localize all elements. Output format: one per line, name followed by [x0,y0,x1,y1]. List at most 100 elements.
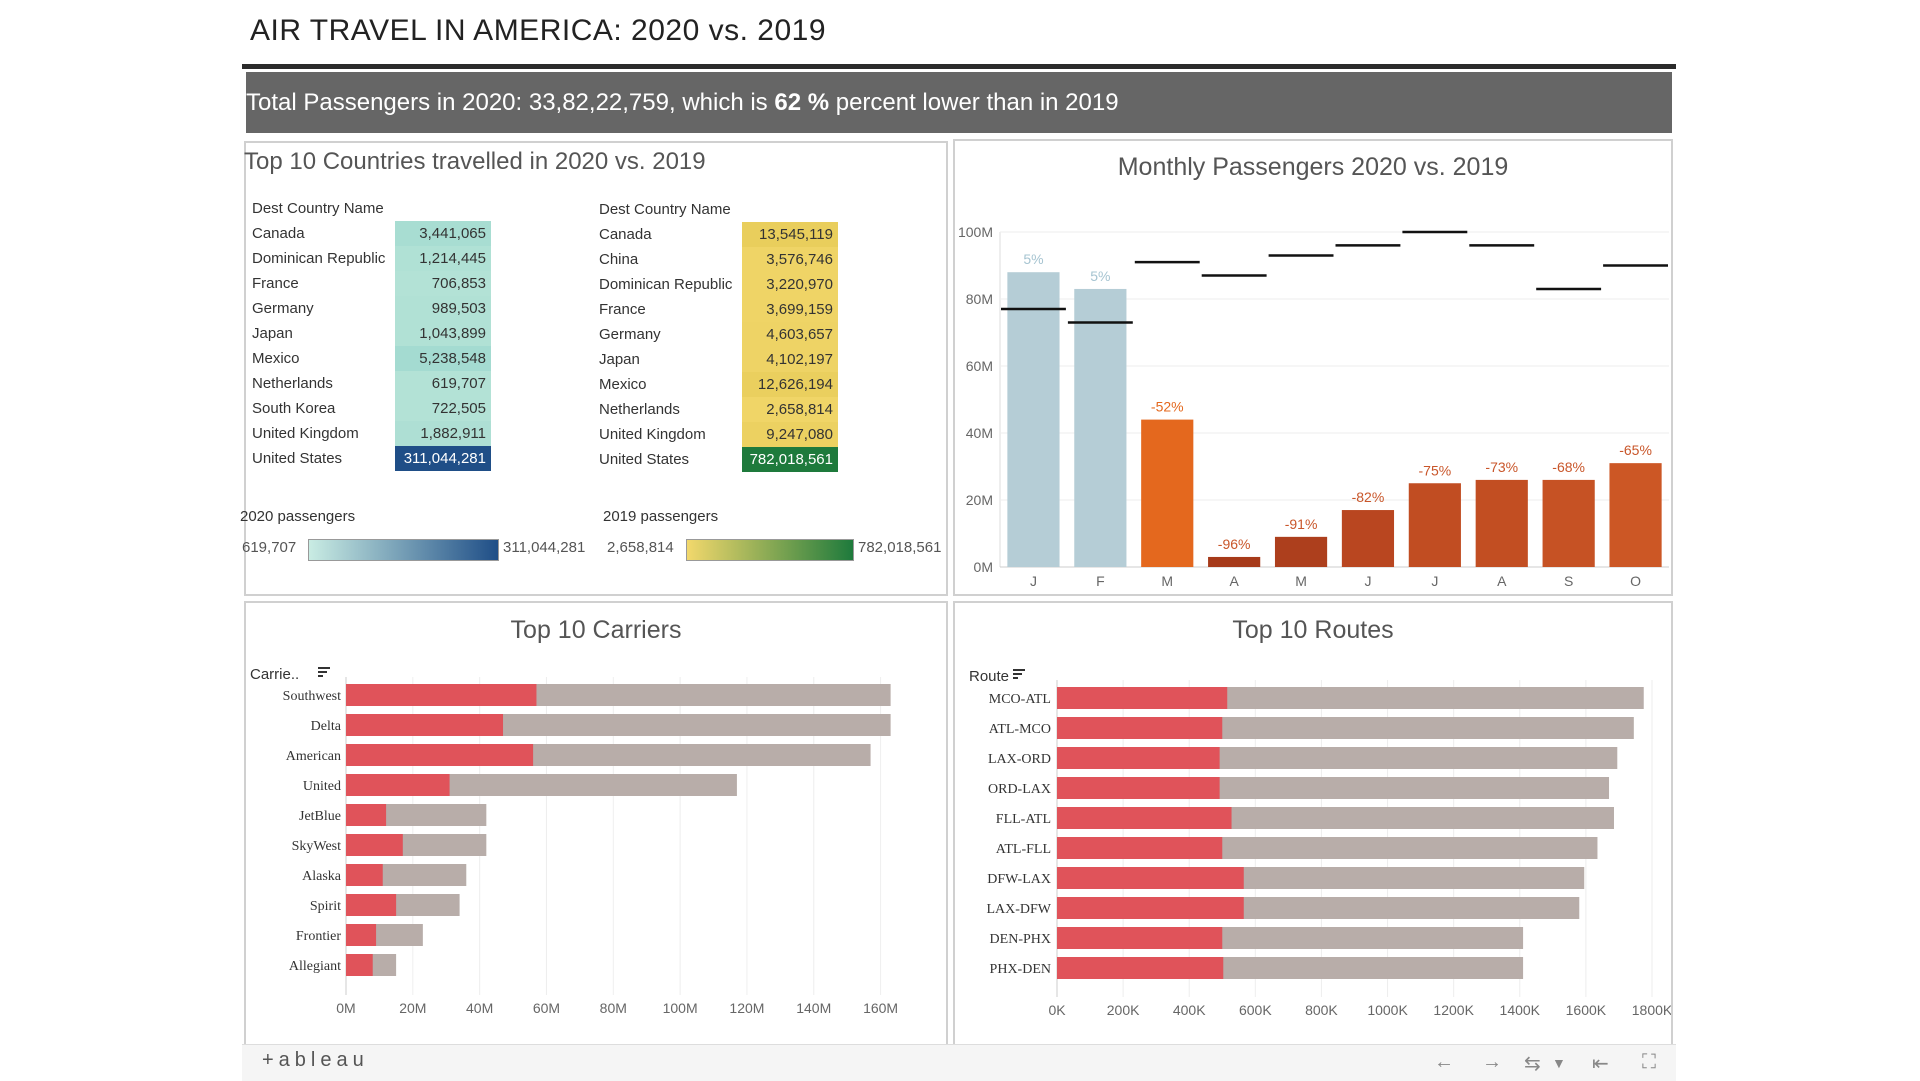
table-2019-row[interactable]: Dominican Republic 3,220,970 [595,272,838,297]
monthly-y-tick: 40M [966,425,993,441]
monthly-x-tick: J [1030,573,1037,589]
carriers-category-label: JetBlue [299,809,341,824]
table-2020-row[interactable]: Dominican Republic 1,214,445 [248,246,491,271]
routes-bar-2020 [1057,897,1244,919]
banner-suffix: percent lower than in 2019 [829,89,1119,116]
table-2019-row[interactable]: Netherlands 2,658,814 [595,397,838,422]
carriers-bar-2020 [346,924,377,946]
fullscreen-icon[interactable]: ⛶ [1642,1051,1656,1073]
carriers-bar-2020 [346,864,383,886]
carriers-category-label: SkyWest [292,839,342,854]
table-2020-passenger-value: 3,441,065 [395,221,491,246]
carriers-category-label: Frontier [296,929,341,944]
table-2020-row[interactable]: France 706,853 [248,271,491,296]
table-2019-country-name: United States [599,451,690,468]
table-2019-country-name: Dominican Republic [599,276,733,293]
table-2019-row[interactable]: France 3,699,159 [595,297,838,322]
table-2020-row[interactable]: Japan 1,043,899 [248,321,491,346]
table-2020: Dest Country Name Canada 3,441,065 Dominic… [248,197,491,471]
routes-category-label: ATL-MCO [989,722,1051,737]
monthly-x-tick: O [1630,573,1641,589]
carriers-x-tick: 160M [863,1000,898,1016]
routes-bar-2020 [1057,687,1228,709]
routes-category-label: MCO-ATL [989,692,1051,707]
routes-x-tick: 400K [1173,1002,1206,1018]
carriers-x-tick: 20M [399,1000,426,1016]
monthly-y-tick: 0M [974,559,993,575]
carriers-x-tick: 60M [533,1000,560,1016]
carriers-x-tick: 40M [466,1000,493,1016]
table-2020-passenger-value: 1,043,899 [395,321,491,346]
legend-2019-label: 2019 passengers [603,508,719,525]
carriers-category-label: United [303,779,341,794]
table-2020-row[interactable]: Canada 3,441,065 [248,221,491,246]
routes-bar-2020 [1057,807,1232,829]
redo-icon[interactable]: → [1482,1051,1502,1073]
banner-pct: 62 % [774,89,830,116]
routes-bar-2020 [1057,747,1220,769]
routes-bar-2020 [1057,777,1220,799]
table-2019-country-name: Netherlands [599,401,680,418]
routes-bar-2020 [1057,717,1223,739]
table-2019-row[interactable]: China 3,576,746 [595,247,838,272]
table-2020-row[interactable]: Mexico 5,238,548 [248,346,491,371]
table-2020-passenger-value: 1,214,445 [395,246,491,271]
legend-2019-gradient [686,539,854,561]
table-2019-row[interactable]: United Kingdom 9,247,080 [595,422,838,447]
dashboard: AIR TRAVEL IN AMERICA: 2020 vs. 2019 Tot… [240,0,1676,1081]
carriers-bar-2020 [346,894,397,916]
table-2020-row[interactable]: Netherlands 619,707 [248,371,491,396]
routes-x-tick: 1200K [1433,1002,1474,1018]
table-2019-row[interactable]: United States 782,018,561 [595,447,838,472]
monthly-pct-label: -91% [1285,516,1318,532]
countries-title: Top 10 Countries travelled in 2020 vs. 2… [244,148,706,175]
table-2020-passenger-value: 989,503 [395,296,491,321]
carriers-category-label: Southwest [283,689,341,704]
routes-x-tick: 600K [1239,1002,1272,1018]
table-2020-row[interactable]: United Kingdom 1,882,911 [248,421,491,446]
monthly-pct-label: 5% [1023,251,1043,267]
table-2020-passenger-value: 722,505 [395,396,491,421]
monthly-pct-label: 5% [1090,268,1110,284]
table-2020-header: Dest Country Name [252,200,384,217]
routes-category-label: DFW-LAX [987,872,1051,887]
table-2019-country-name: Japan [599,351,640,368]
carriers-dimension-label: Carrie.. [250,666,299,683]
tableau-logo[interactable]: +ableau [262,1049,369,1071]
revert-icon[interactable]: ⇆ [1524,1053,1541,1075]
routes-panel: Top 10 Routes Route 0K 200K 400K 600K 800K 100… [953,601,1673,1048]
table-2020-row[interactable]: South Korea 722,505 [248,396,491,421]
table-2019-row[interactable]: Japan 4,102,197 [595,347,838,372]
routes-x-tick: 1800K [1632,1002,1671,1018]
monthly-bar [1609,463,1662,567]
table-2019-country-name: United Kingdom [599,426,706,443]
table-2020-country-name: United States [252,450,343,467]
carriers-category-label: Alaska [302,869,342,884]
undo-icon[interactable]: ← [1434,1051,1454,1073]
routes-category-label: LAX-ORD [988,752,1051,767]
monthly-pct-label: -82% [1352,489,1385,505]
table-2020-row[interactable]: United States 311,044,281 [248,446,491,471]
monthly-x-tick: S [1564,573,1573,589]
carriers-bar-2020 [346,714,504,736]
table-2019-country-name: France [599,301,646,318]
carriers-bar-2020 [346,744,534,766]
monthly-bar [1007,272,1060,567]
table-2020-country-name: South Korea [252,400,336,417]
table-2020-row[interactable]: Germany 989,503 [248,296,491,321]
sort-icon [318,667,330,669]
routes-bar-2020 [1057,927,1223,949]
carriers-x-tick: 0M [336,1000,355,1016]
monthly-y-tick: 60M [966,358,993,374]
reset-icon[interactable]: ⇤ [1592,1053,1609,1075]
carriers-chart: Carrie.. 0M 20M 40M 60M 80M 100M 120M 140M 160M So… [250,666,898,1016]
table-2019-row[interactable]: Mexico 12,626,194 [595,372,838,397]
table-2019-row[interactable]: Canada 13,545,119 [595,222,838,247]
chevron-down-icon[interactable]: ▼ [1552,1055,1566,1071]
routes-x-tick: 1000K [1367,1002,1408,1018]
routes-category-label: LAX-DFW [986,902,1051,917]
table-2019-row[interactable]: Germany 4,603,657 [595,322,838,347]
table-2019-passenger-value: 3,699,159 [742,297,838,322]
carriers-x-tick: 140M [796,1000,831,1016]
table-2019-passenger-value: 3,576,746 [742,247,838,272]
